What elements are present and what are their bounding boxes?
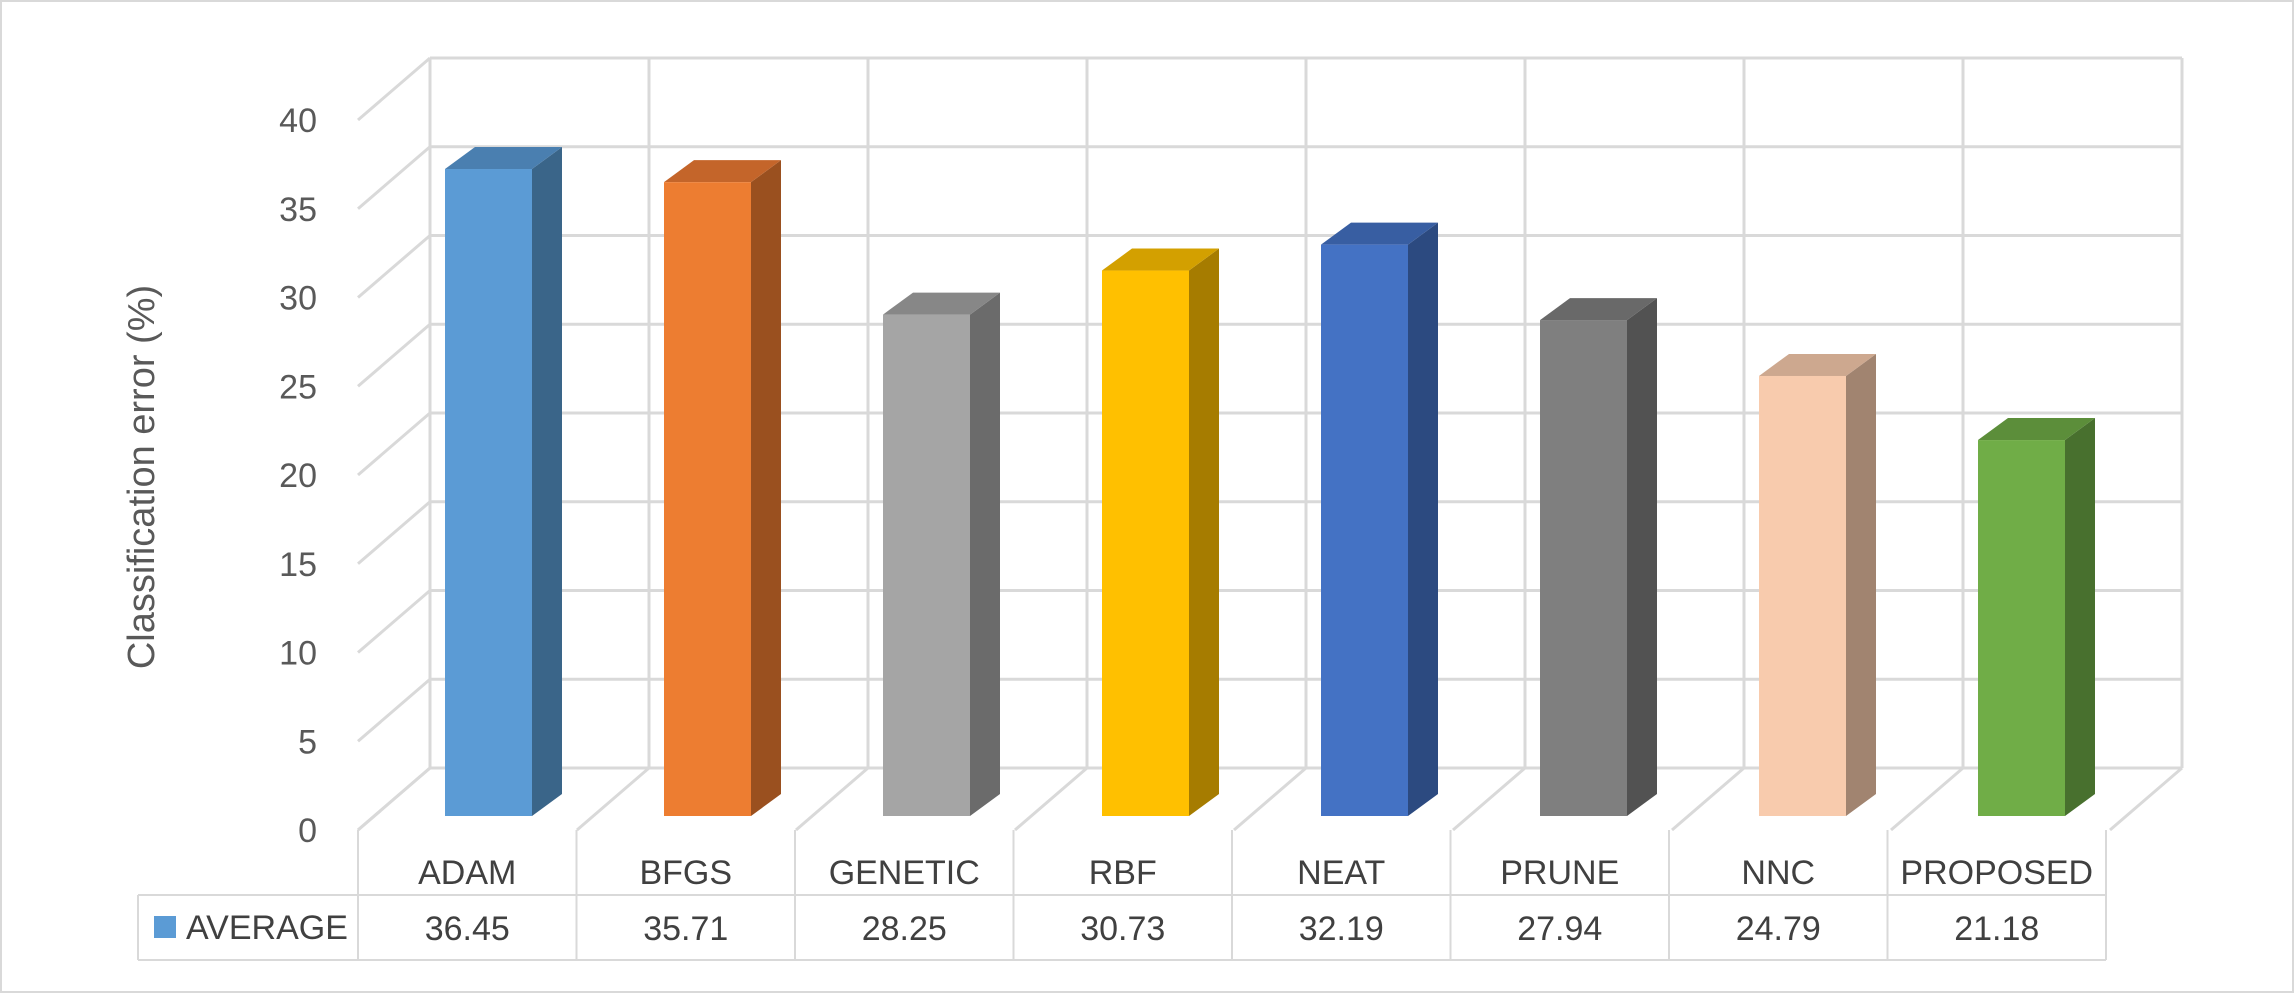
x-tick-label: GENETIC	[829, 854, 980, 892]
y-tick-label: 0	[298, 812, 317, 850]
bar	[1759, 353, 1876, 816]
bar-top	[1759, 353, 1876, 376]
bar-side	[1189, 248, 1219, 817]
chart-grid	[357, 56, 2184, 832]
x-tick-label: BFGS	[639, 854, 732, 892]
bar	[883, 292, 1000, 816]
bar-front	[1759, 375, 1846, 816]
bar-top	[1102, 248, 1219, 271]
side-wall-gridline	[357, 145, 431, 210]
floor-gridline	[1671, 766, 1745, 832]
side-wall-gridline	[357, 56, 431, 122]
y-tick-label: 20	[279, 457, 317, 495]
bar	[1321, 222, 1438, 816]
data-label: 21.18	[1954, 910, 2039, 948]
y-axis-label: Classification error (%)	[121, 285, 163, 669]
bar	[445, 147, 562, 816]
series-name: AVERAGE	[186, 909, 348, 947]
bar-top	[1321, 222, 1438, 245]
bars	[445, 147, 2095, 817]
floor-gridline	[1014, 766, 1088, 832]
bar-top	[664, 160, 781, 183]
bar-front	[883, 314, 970, 816]
data-table: ADAM BFGS GENETIC RBF NEAT PRUNE NNC PROPOSED AV…	[137, 830, 2107, 961]
floor-gridline	[1452, 766, 1526, 832]
bar-side	[1846, 353, 1876, 816]
y-tick-label: 10	[279, 635, 317, 673]
bar-front	[1321, 244, 1408, 816]
y-tick-label: 5	[298, 723, 317, 761]
floor-gridline	[576, 766, 650, 832]
y-tick-label: 40	[279, 102, 317, 140]
data-label: 32.19	[1299, 910, 1384, 948]
side-wall-gridline	[357, 589, 431, 654]
y-tick-label: 25	[279, 368, 317, 406]
bar-top	[883, 292, 1000, 315]
bar-front	[1978, 440, 2065, 816]
bar-side	[1627, 298, 1657, 816]
floor-gridline	[2109, 766, 2183, 832]
bar	[664, 160, 781, 816]
bar-front	[1102, 270, 1189, 817]
y-tick-label: 15	[279, 546, 317, 584]
bar-front	[445, 169, 532, 816]
side-wall-gridline	[357, 500, 431, 565]
data-label: 28.25	[862, 910, 947, 948]
data-label: 30.73	[1080, 910, 1165, 948]
bar-top	[445, 147, 562, 170]
x-tick-label: ADAM	[418, 854, 516, 892]
bar-side	[970, 292, 1000, 816]
x-tick-label: RBF	[1089, 854, 1157, 892]
y-axis-ticks: 0 5 10 15 20 25 30 35 40	[279, 102, 317, 850]
data-label: 27.94	[1517, 910, 1602, 948]
bar-front	[664, 182, 751, 816]
x-tick-label: PROPOSED	[1900, 854, 2093, 892]
side-wall-gridline	[357, 411, 431, 477]
data-label: 24.79	[1736, 910, 1821, 948]
legend-swatch	[154, 916, 176, 938]
y-tick-label: 35	[279, 191, 317, 229]
x-tick-label: NEAT	[1297, 854, 1385, 892]
side-wall-gridline	[357, 234, 431, 299]
bar-top	[1540, 298, 1657, 321]
bar-side	[751, 160, 781, 816]
bar	[1102, 248, 1219, 817]
bar-front	[1540, 320, 1627, 816]
bar-side	[1408, 222, 1438, 816]
bar-top	[1978, 418, 2095, 441]
x-tick-label: NNC	[1741, 854, 1815, 892]
x-tick-label: PRUNE	[1500, 854, 1619, 892]
floor-gridline	[1890, 766, 1964, 832]
data-label: 35.71	[643, 910, 728, 948]
side-wall-gridline	[357, 323, 431, 388]
floor-gridline	[1233, 766, 1307, 832]
data-label: 36.45	[425, 910, 510, 948]
y-tick-label: 30	[279, 280, 317, 318]
floor-gridline	[357, 766, 431, 832]
bar-side	[2065, 418, 2095, 816]
bar	[1978, 418, 2095, 816]
bar	[1540, 298, 1657, 816]
bar-side	[532, 147, 562, 816]
side-wall-gridline	[357, 678, 431, 743]
floor-gridline	[795, 766, 869, 832]
